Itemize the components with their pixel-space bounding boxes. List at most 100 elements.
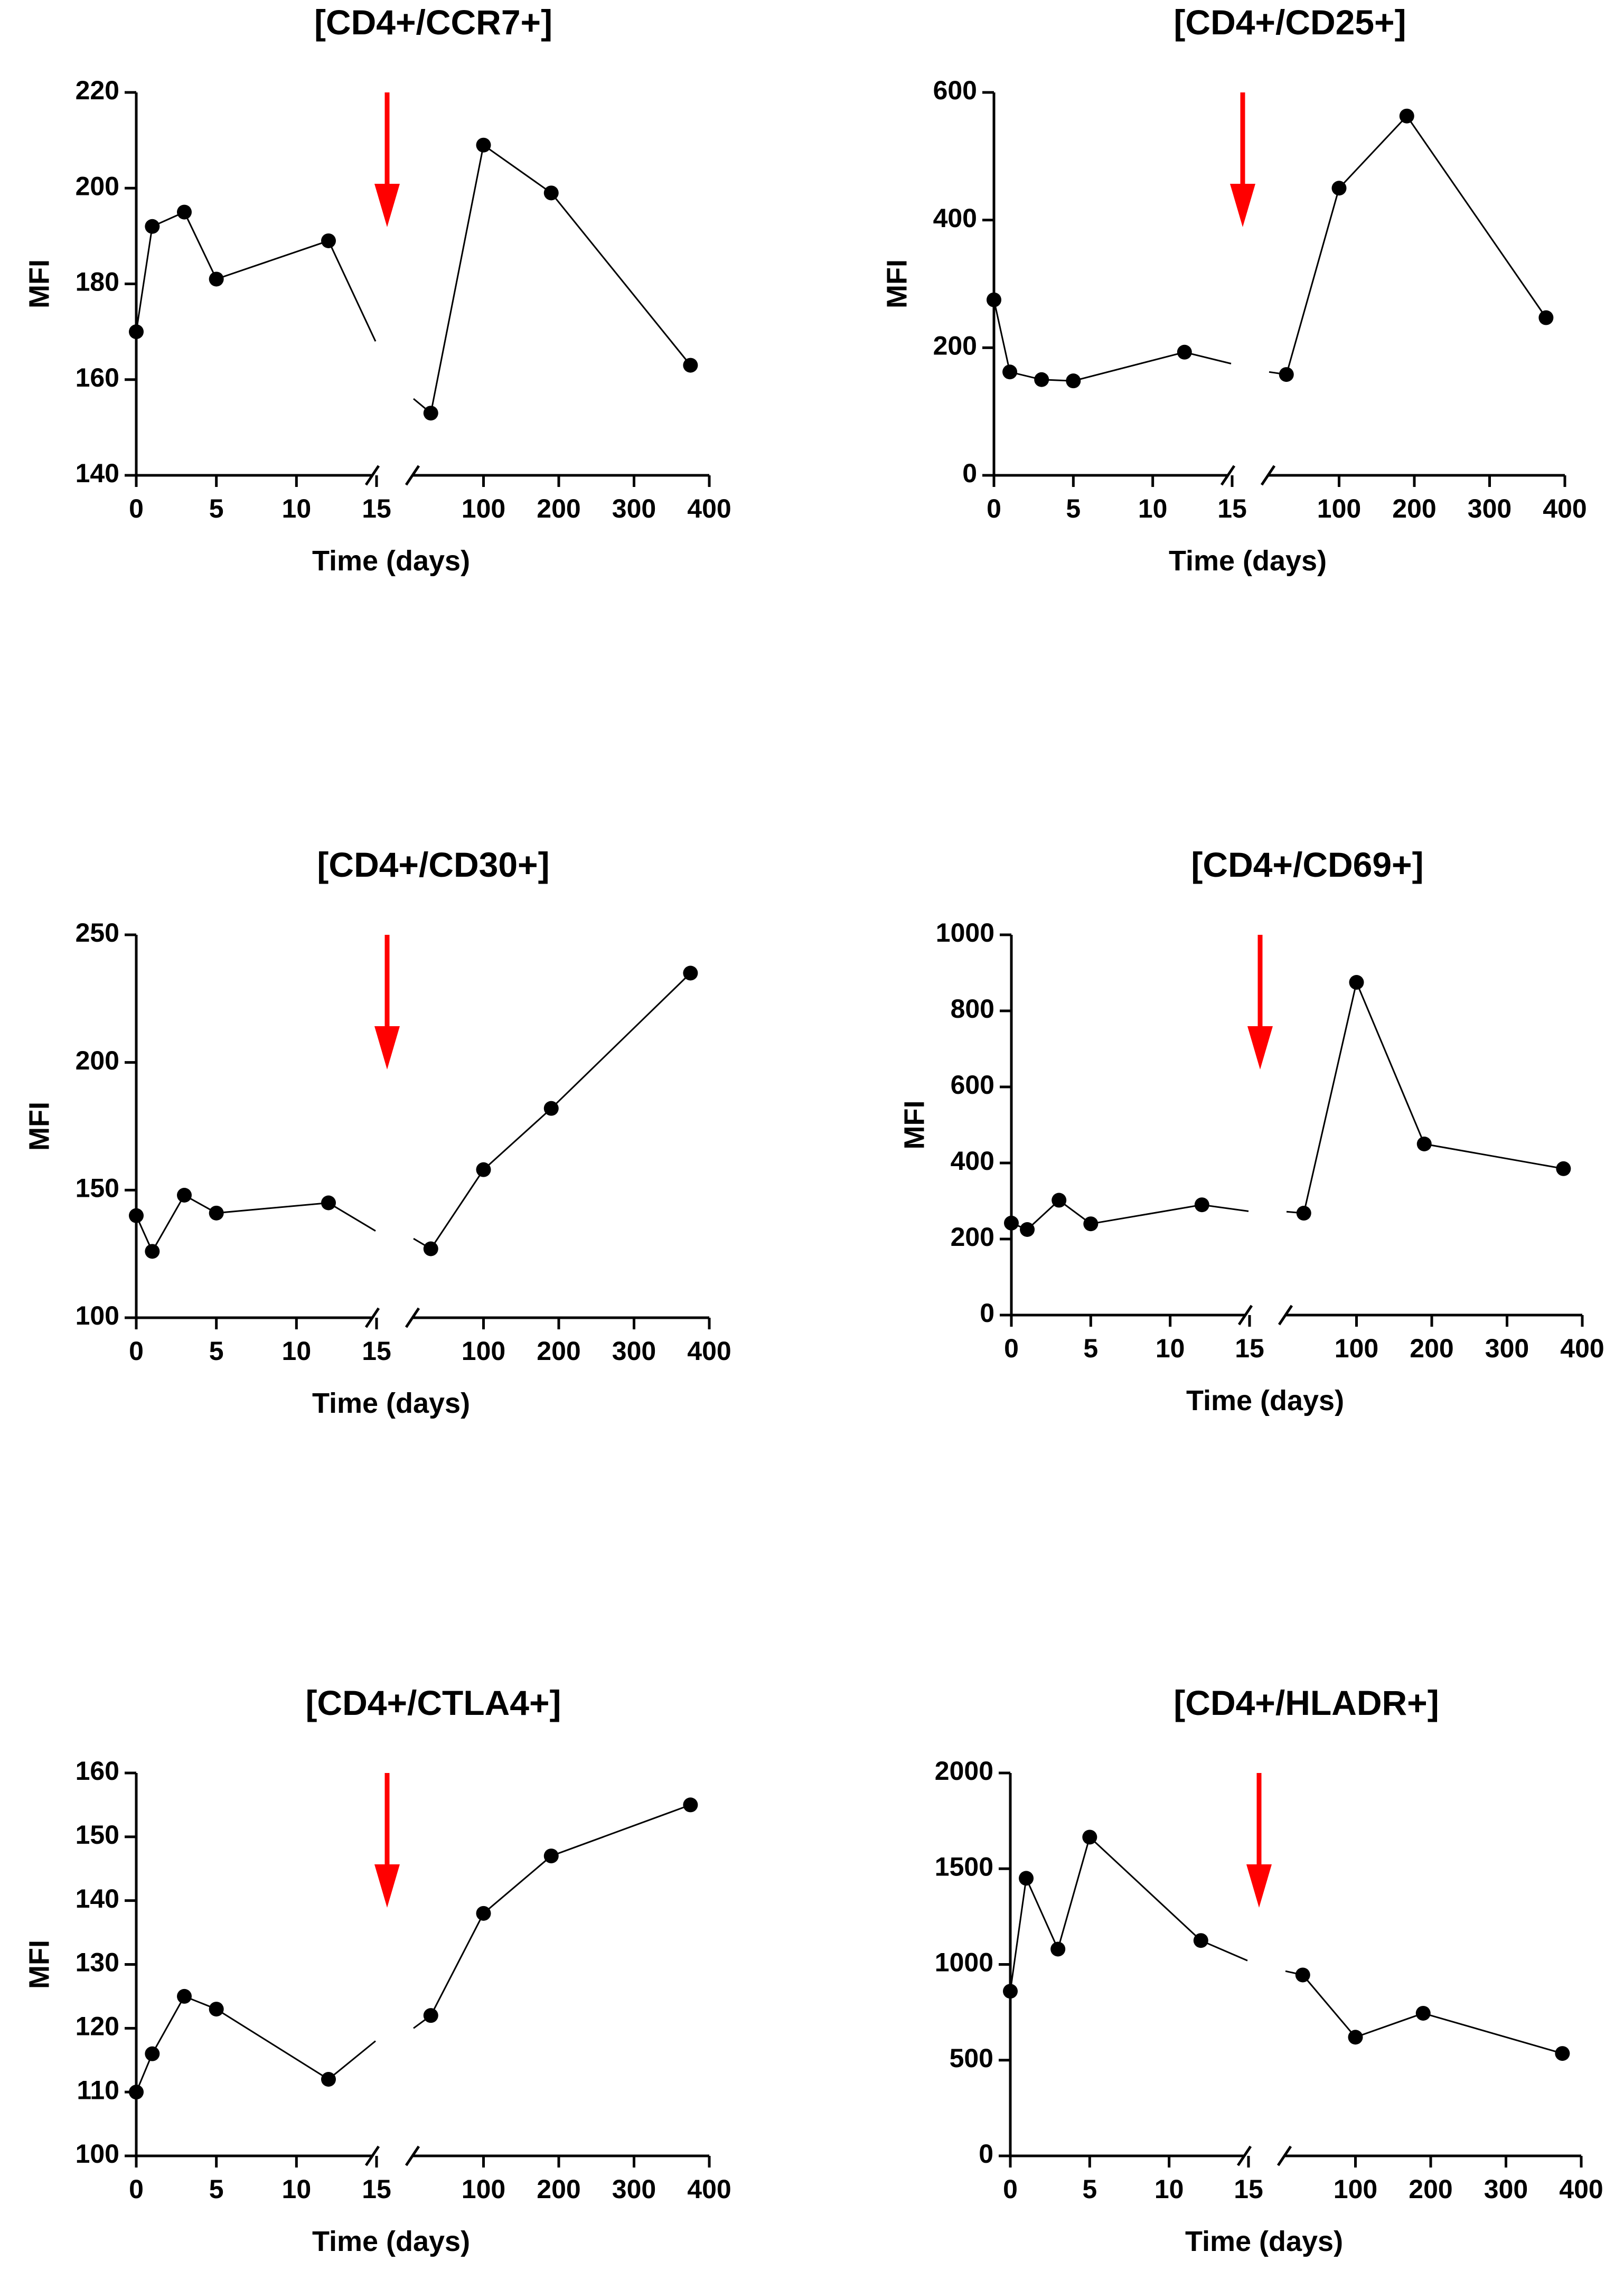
x-tick-label: 200 bbox=[537, 1336, 580, 1366]
y-tick-label: 160 bbox=[76, 363, 119, 392]
y-tick-label: 400 bbox=[951, 1146, 994, 1176]
data-point bbox=[476, 1906, 491, 1921]
y-tick-label: 2000 bbox=[935, 1756, 993, 1786]
data-point bbox=[1003, 1984, 1018, 1999]
data-point bbox=[1331, 181, 1347, 196]
x-tick-label: 10 bbox=[1156, 1334, 1185, 1363]
x-tick-label: 200 bbox=[1410, 1334, 1453, 1363]
chart-title: [CD4+/CD25+] bbox=[1174, 3, 1406, 42]
x-tick-label: 5 bbox=[1082, 2174, 1097, 2204]
axis-break-mark bbox=[405, 2145, 420, 2166]
chart-cd4-ctla4: [CD4+/CTLA4+] Time (days) MFI 1001101201… bbox=[23, 1683, 731, 2257]
intervention-arrow-head bbox=[1247, 1026, 1273, 1069]
y-tick-label: 0 bbox=[962, 458, 977, 488]
data-point bbox=[423, 2008, 438, 2023]
y-tick-label: 1000 bbox=[936, 918, 994, 947]
chart-title: [CD4+/CD30+] bbox=[317, 845, 549, 884]
data-point bbox=[1177, 344, 1192, 360]
data-point bbox=[987, 292, 1001, 307]
data-point bbox=[129, 2085, 144, 2100]
x-tick-label: 300 bbox=[612, 2174, 656, 2204]
x-axis-label: Time (days) bbox=[312, 2226, 470, 2257]
x-tick-label: 10 bbox=[282, 2174, 312, 2204]
x-axis-label: Time (days) bbox=[312, 1387, 470, 1419]
axis-break-mark bbox=[364, 465, 380, 486]
y-axis-label: MFI bbox=[881, 259, 913, 308]
x-tick-label: 0 bbox=[1004, 1334, 1019, 1363]
intervention-arrow-head bbox=[1246, 1864, 1272, 1908]
data-point bbox=[177, 1988, 192, 2004]
series-line-early bbox=[1009, 1835, 1248, 1992]
series-line-late bbox=[413, 144, 691, 415]
data-point bbox=[1399, 108, 1414, 124]
y-tick-label: 180 bbox=[76, 267, 119, 297]
x-tick-label: 300 bbox=[612, 494, 656, 523]
data-point bbox=[476, 1162, 491, 1177]
axis-break-mark bbox=[1220, 465, 1236, 486]
y-tick-label: 500 bbox=[950, 2043, 993, 2073]
x-axis-label: Time (days) bbox=[1169, 545, 1327, 577]
x-tick-label: 15 bbox=[1234, 2174, 1263, 2204]
x-tick-label: 300 bbox=[1485, 1334, 1529, 1363]
data-point bbox=[1050, 1941, 1066, 1957]
y-tick-label: 200 bbox=[76, 1046, 119, 1075]
y-tick-label: 200 bbox=[951, 1222, 994, 1252]
data-point bbox=[1194, 1197, 1209, 1213]
x-tick-label: 0 bbox=[1003, 2174, 1018, 2204]
y-tick-label: 110 bbox=[77, 2075, 119, 2105]
chart-cd4-ccr7: [CD4+/CCR7+] Time (days) MFI 140 160 180 20… bbox=[23, 3, 731, 577]
y-axis-label: MFI bbox=[23, 259, 55, 308]
data-point bbox=[145, 2046, 160, 2061]
data-point bbox=[145, 1244, 160, 1259]
data-point bbox=[683, 358, 698, 373]
x-tick-label: 400 bbox=[1559, 2174, 1603, 2204]
data-point bbox=[1004, 1215, 1019, 1231]
y-tick-label: 0 bbox=[979, 2139, 993, 2169]
x-tick-label: 15 bbox=[362, 1336, 391, 1366]
series-line-late bbox=[1269, 115, 1547, 376]
x-tick-label: 400 bbox=[1543, 494, 1587, 523]
chart-title: [CD4+/CCR7+] bbox=[314, 3, 552, 42]
data-point bbox=[1020, 1222, 1035, 1237]
data-point bbox=[683, 965, 698, 981]
y-tick-label: 600 bbox=[951, 1070, 994, 1100]
x-tick-label: 15 bbox=[1217, 494, 1247, 523]
intervention-arrow-head bbox=[1230, 184, 1255, 227]
chart-cd4-cd25: [CD4+/CD25+] Time (days) MFI 0 200 400 600 0… bbox=[881, 3, 1587, 577]
data-point bbox=[209, 2002, 224, 2017]
y-tick-label: 150 bbox=[76, 1174, 119, 1203]
x-tick-label: 100 bbox=[462, 2174, 505, 2204]
data-point bbox=[1296, 1206, 1311, 1221]
intervention-arrow-head bbox=[374, 1864, 400, 1908]
data-point bbox=[1555, 2046, 1570, 2061]
intervention-arrow-head bbox=[374, 184, 400, 227]
y-tick-label: 1500 bbox=[935, 1852, 993, 1881]
series-line-early bbox=[135, 211, 377, 342]
y-tick-label: 250 bbox=[76, 918, 119, 947]
chart-cd4-cd30: [CD4+/CD30+] Time (days) MFI 10015020025… bbox=[23, 845, 731, 1419]
x-tick-label: 200 bbox=[1409, 2174, 1452, 2204]
x-tick-label: 10 bbox=[282, 494, 312, 523]
x-tick-label: 400 bbox=[687, 494, 731, 523]
x-tick-label: 10 bbox=[1138, 494, 1168, 523]
x-tick-label: 0 bbox=[987, 494, 1001, 523]
y-tick-label: 140 bbox=[76, 1884, 119, 1913]
data-point bbox=[209, 271, 224, 287]
x-tick-label: 15 bbox=[362, 494, 391, 523]
data-point bbox=[1349, 975, 1364, 990]
x-tick-label: 400 bbox=[687, 2174, 731, 2204]
y-tick-label: 400 bbox=[933, 203, 977, 233]
axis-break-mark bbox=[364, 2145, 380, 2166]
x-tick-label: 200 bbox=[537, 2174, 580, 2204]
axis-break-mark bbox=[405, 465, 420, 486]
x-tick-label: 300 bbox=[1468, 494, 1512, 523]
chart-title: [CD4+/CD69+] bbox=[1191, 845, 1423, 884]
x-tick-label: 5 bbox=[1066, 494, 1081, 523]
x-axis-label: Time (days) bbox=[312, 545, 470, 577]
series-line-late bbox=[1286, 980, 1564, 1214]
x-tick-label: 5 bbox=[209, 1336, 224, 1366]
y-tick-label: 800 bbox=[951, 994, 994, 1024]
series-line-early bbox=[135, 1995, 376, 2093]
x-tick-label: 300 bbox=[1484, 2174, 1528, 2204]
